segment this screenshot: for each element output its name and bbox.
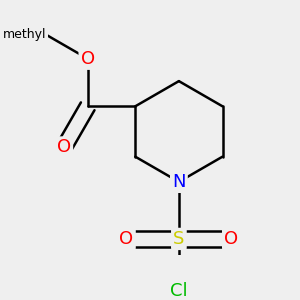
Text: O: O bbox=[119, 230, 134, 248]
Text: O: O bbox=[81, 50, 95, 68]
Text: methyl: methyl bbox=[3, 28, 46, 41]
Text: Cl: Cl bbox=[170, 282, 188, 300]
Text: O: O bbox=[224, 230, 238, 248]
Text: N: N bbox=[172, 173, 186, 191]
Text: O: O bbox=[57, 139, 71, 157]
Text: S: S bbox=[173, 230, 184, 248]
